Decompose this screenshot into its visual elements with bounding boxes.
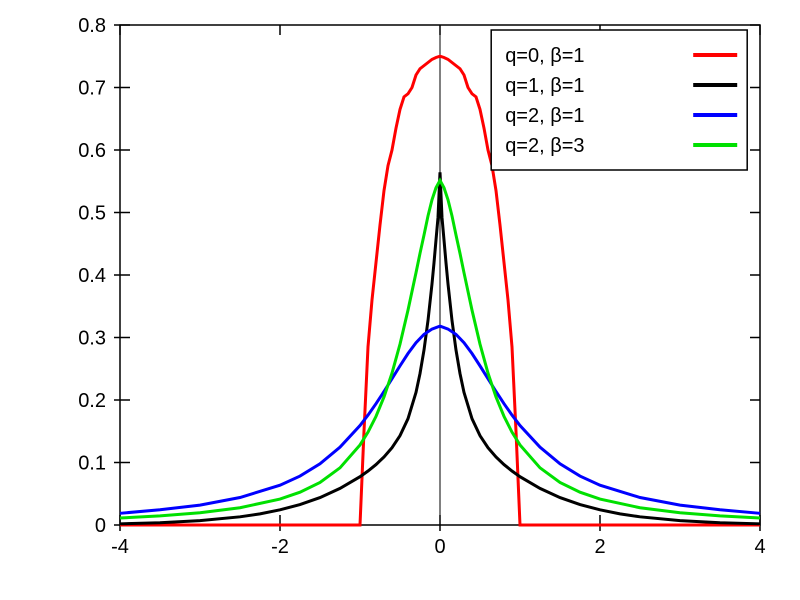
y-tick-label: 0.6: [78, 140, 106, 162]
q-gaussian-chart: -4 -2 0 2 4 0 0.1 0.2 0.3 0.4 0.5 0.6 0.7 0.8 q=0, β…: [0, 0, 800, 600]
y-tick-label: 0.4: [78, 265, 106, 287]
x-tick-label: 2: [594, 536, 605, 558]
legend: q=0, β=1 q=1, β=1 q=2, β=1 q=2, β=3: [491, 30, 747, 170]
x-tick-label: -2: [271, 536, 289, 558]
y-tick-label: 0.5: [78, 203, 106, 225]
y-tick-label: 0: [95, 515, 106, 537]
y-tick-label: 0.7: [78, 78, 106, 100]
legend-label: q=2, β=1: [505, 105, 584, 127]
x-tick-label: 0: [434, 536, 445, 558]
y-tick-label: 0.1: [78, 453, 106, 475]
x-tick-label: 4: [754, 536, 765, 558]
legend-label: q=2, β=3: [505, 135, 584, 157]
legend-label: q=1, β=1: [505, 75, 584, 97]
y-tick-label: 0.2: [78, 390, 106, 412]
x-tick-label: -4: [111, 536, 129, 558]
y-tick-label: 0.8: [78, 15, 106, 37]
y-tick-label: 0.3: [78, 328, 106, 350]
legend-label: q=0, β=1: [505, 45, 584, 67]
